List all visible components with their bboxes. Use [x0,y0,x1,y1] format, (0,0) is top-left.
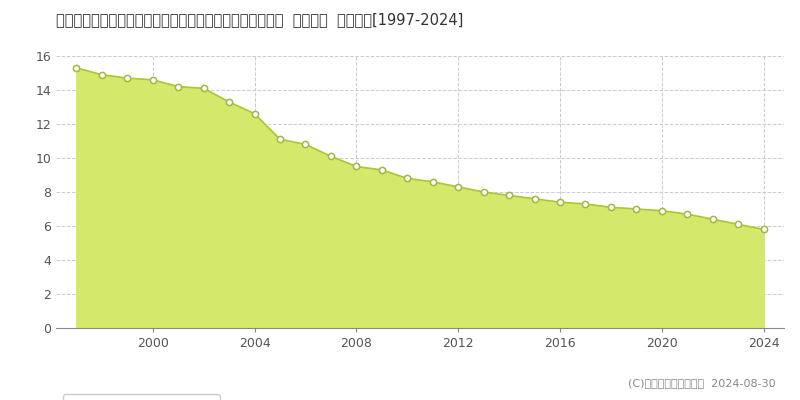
Text: 和歌山県伊都郡かつらぎ町大字東渋田字宮ノ本３３５番４  地価公示  地価推移[1997-2024]: 和歌山県伊都郡かつらぎ町大字東渋田字宮ノ本３３５番４ 地価公示 地価推移[199… [56,12,463,27]
Legend: 地価公示 平均坪単価(万円/坪): 地価公示 平均坪単価(万円/坪) [62,394,220,400]
Text: (C)土地価格ドットコム  2024-08-30: (C)土地価格ドットコム 2024-08-30 [628,378,776,388]
